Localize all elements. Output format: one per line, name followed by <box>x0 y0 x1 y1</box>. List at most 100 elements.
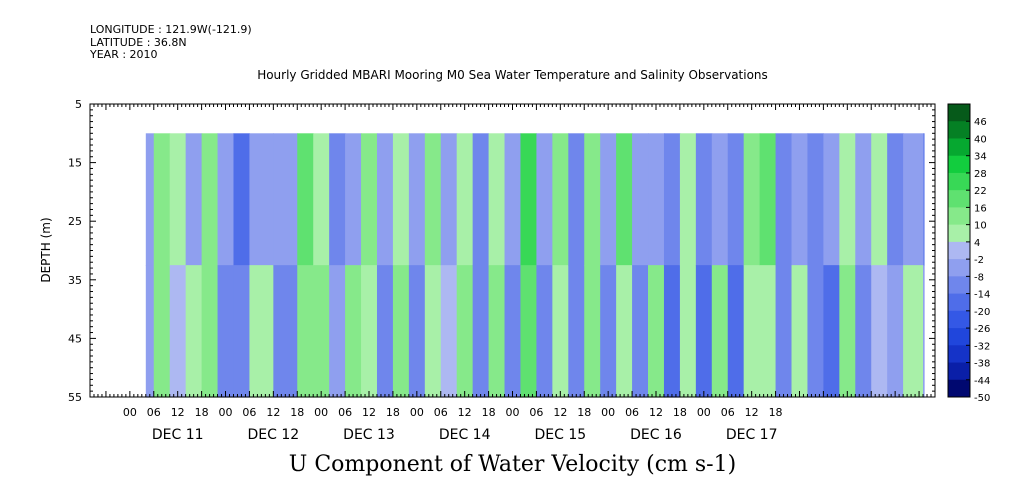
colorbar-band <box>948 104 970 122</box>
x-tick-label: 06 <box>529 406 543 419</box>
heatmap-cell <box>648 265 665 398</box>
heatmap-cell <box>345 265 362 398</box>
heatmap-cell <box>233 265 251 398</box>
y-tick-label: 5 <box>75 98 82 111</box>
colorbar-label: -8 <box>974 272 984 283</box>
heatmap-cell <box>887 265 904 398</box>
heatmap-cell <box>743 133 761 266</box>
heatmap-cell <box>616 265 633 398</box>
heatmap-cell <box>663 133 681 266</box>
heatmap-cell <box>520 265 538 398</box>
heatmap-cell <box>632 265 649 398</box>
colorbar-label: 28 <box>974 169 987 180</box>
x-tick-label: 00 <box>410 406 424 419</box>
heatmap-cell <box>923 265 925 398</box>
colorbar-band <box>948 328 970 346</box>
latitude-text: LATITUDE : 36.8N <box>90 35 187 49</box>
heatmap-cell <box>600 265 617 398</box>
x-tick-label: 00 <box>697 406 711 419</box>
heatmap-cell <box>759 133 777 266</box>
x-tick-label: 12 <box>745 406 759 419</box>
x-day-label: DEC 15 <box>534 427 586 443</box>
colorbar-band <box>948 259 970 277</box>
colorbar-band <box>948 310 970 329</box>
axis-layer: 5 15 25 35 45 55 00 06 12 18 00 06 12 18 00 06 12 18 00 06 1… <box>68 98 936 443</box>
heatmap-cell <box>584 133 601 266</box>
x-tick-label: 12 <box>553 406 567 419</box>
heatmap-cell <box>456 265 474 398</box>
heatmap-cell <box>759 265 777 398</box>
colorbar-band <box>948 241 970 260</box>
colorbar-band <box>948 190 970 208</box>
heatmap-cell <box>297 265 314 398</box>
x-day-label: DEC 16 <box>630 427 682 443</box>
heatmap-cell <box>632 133 649 266</box>
colorbar-label: 16 <box>974 203 987 214</box>
heatmap-cell <box>392 265 410 398</box>
heatmap-cell <box>648 133 665 266</box>
heatmap-cell <box>727 265 745 398</box>
x-tick-label: 12 <box>362 406 376 419</box>
x-day-label: DEC 12 <box>248 427 300 443</box>
heatmap-cell <box>839 133 856 266</box>
y-tick-label: 35 <box>68 274 82 287</box>
colorbar-band <box>948 293 970 312</box>
heatmap-cell <box>472 265 490 398</box>
heatmap-cell <box>871 265 888 398</box>
x-tick-label: 18 <box>482 406 496 419</box>
heatmap-cell <box>663 265 681 398</box>
x-tick-label: 00 <box>219 406 233 419</box>
heatmap-cell <box>855 265 872 398</box>
y-tick-label: 45 <box>68 332 82 345</box>
heatmap-cell <box>376 265 394 398</box>
heatmap-cell <box>775 133 793 266</box>
heatmap-cell <box>424 133 442 266</box>
x-tick-label: 06 <box>625 406 639 419</box>
x-tick-label: 00 <box>506 406 520 419</box>
heatmap-cell <box>488 133 506 266</box>
x-tick-label: 06 <box>434 406 448 419</box>
x-tick-label: 12 <box>171 406 185 419</box>
x-tick-label: 06 <box>338 406 352 419</box>
y-tick-label: 55 <box>68 391 82 404</box>
colorbar-label: 40 <box>974 134 987 145</box>
x-day-label: DEC 17 <box>726 427 778 443</box>
colorbar-label: -44 <box>974 376 990 387</box>
metadata-block: LONGITUDE : 121.9W(-121.9) LATITUDE : 36… <box>90 23 252 62</box>
heatmap-cell <box>297 133 314 266</box>
heatmap-cell <box>695 265 713 398</box>
heatmap-cell <box>456 133 474 266</box>
heatmap-cell <box>217 133 235 266</box>
y-tick-label: 15 <box>68 157 82 170</box>
colorbar-band <box>948 379 970 398</box>
x-tick-label: 18 <box>290 406 304 419</box>
heatmap-cell <box>233 133 251 266</box>
heatmap-cell <box>153 133 171 266</box>
heatmap-cell <box>440 133 458 266</box>
x-tick-label: 18 <box>195 406 209 419</box>
heatmap-cell <box>145 265 155 398</box>
heatmap-cell <box>616 133 633 266</box>
heatmap-cell <box>185 133 203 266</box>
colorbar-band <box>948 138 970 157</box>
x-tick-label: 12 <box>458 406 472 419</box>
heatmap-cell <box>520 133 538 266</box>
heatmap-cell <box>201 133 219 266</box>
x-tick-label: 06 <box>242 406 256 419</box>
heatmap-cell <box>408 265 426 398</box>
x-tick-label: 00 <box>601 406 615 419</box>
heatmap-cell <box>185 265 203 398</box>
heatmap-cell <box>743 265 761 398</box>
variable-title: U Component of Water Velocity (cm s-1) <box>288 452 737 477</box>
heatmap-cell <box>679 133 697 266</box>
heatmap-cell <box>249 133 274 266</box>
colorbar-band <box>948 121 970 139</box>
y-tick-label: 25 <box>68 215 82 228</box>
heatmap-cell <box>711 133 729 266</box>
colorbar-label: -20 <box>974 307 990 318</box>
heatmap-cell <box>169 133 187 266</box>
heatmap-cell <box>584 265 601 398</box>
heatmap-cell <box>504 265 522 398</box>
heatmap-cell <box>361 265 378 398</box>
x-tick-label: 18 <box>577 406 591 419</box>
